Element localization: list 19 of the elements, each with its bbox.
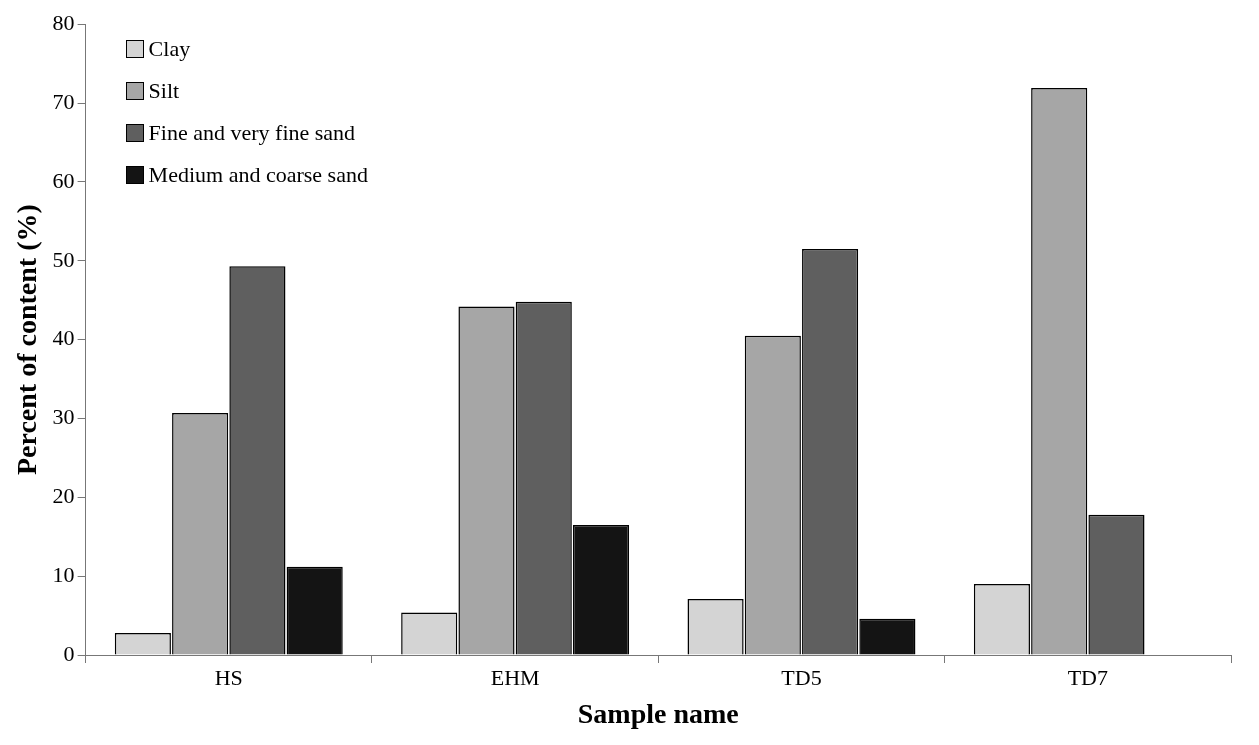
y-tick-label: 0 <box>63 640 75 666</box>
legend-label: Silt <box>148 78 180 105</box>
x-tick-label: HS <box>214 664 243 690</box>
y-tick-label: 10 <box>52 561 75 587</box>
y-tick-label: 60 <box>52 167 75 193</box>
x-tick-label: EHM <box>490 664 540 690</box>
y-tick-label: 40 <box>52 325 75 351</box>
y-tick-label: 80 <box>52 9 75 35</box>
x-axis-title: Sample name <box>577 698 739 730</box>
y-tick-label: 50 <box>52 246 75 272</box>
y-axis-title: Percent of content (%) <box>11 204 43 476</box>
legend-label: Clay <box>148 36 191 63</box>
legend-label: Fine and very fine sand <box>148 120 356 147</box>
x-tick-label: TD5 <box>781 664 822 690</box>
y-tick-label: 30 <box>52 404 75 430</box>
y-tick-label: 20 <box>52 483 75 509</box>
legend-label: Medium and coarse sand <box>148 162 368 189</box>
x-tick-label: TD7 <box>1067 664 1108 690</box>
y-tick-label: 70 <box>52 88 75 114</box>
